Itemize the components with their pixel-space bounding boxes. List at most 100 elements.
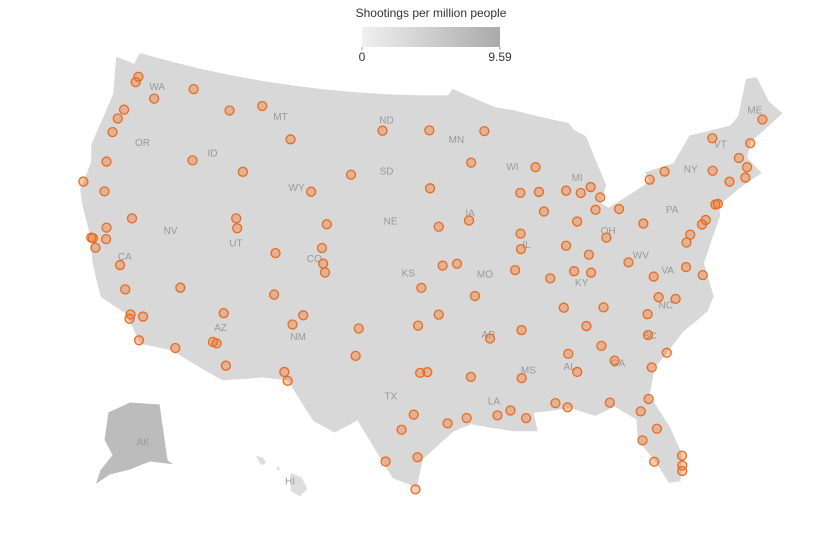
shooting-dot [562,402,573,413]
shooting-dot [218,308,229,319]
shooting-dot [733,152,745,164]
state-label: OH [601,226,616,237]
shooting-dot [757,114,768,125]
shooting-dot [463,215,475,226]
shooting-dot [114,259,126,271]
shooting-dot [676,450,688,461]
shooting-dot [350,350,361,361]
shooting-dot [572,216,583,227]
shooting-dot [187,155,198,166]
state-label: PA [666,205,679,216]
shooting-dot [319,267,331,278]
shooting-dot [642,329,654,341]
shooting-dot [568,266,580,277]
shooting-dot [598,302,609,313]
shooting-dot [649,456,660,467]
shooting-dot [469,290,481,302]
shooting-dot [635,406,646,417]
shooting-dot [530,162,541,173]
shooting-dot [285,134,296,145]
shooting-dot [644,174,655,185]
shooting-dot [321,219,332,230]
shooting-dot [130,76,141,88]
shooting-dot [515,187,526,199]
shooting-dot [696,219,708,230]
state-label: UT [229,238,242,249]
shooting-dot [740,172,751,183]
state-label: ID [208,149,218,160]
shooting-dot [707,165,718,176]
shooting-dot [601,232,612,243]
shooting-dot [175,282,186,293]
shooting-dot [442,418,453,429]
shooting-dot [118,104,130,115]
shooting-dot [100,233,112,245]
shooting-dot [416,282,427,293]
shooting-dot [298,310,309,321]
shootings [78,71,768,495]
shooting-dot [133,71,144,82]
state-label: WA [149,82,165,93]
shooting-dot [479,126,490,137]
shooting-dot [646,362,657,373]
state-label: WV [633,251,649,262]
state-label: MT [273,112,287,123]
shooting-dot [433,221,444,232]
legend-label: 0 [359,50,366,64]
shooting-dot [345,169,357,180]
state-label: AL [563,362,576,373]
shooting-dot [484,333,496,344]
shooting-dot [437,260,448,271]
shooting-dot [120,284,131,295]
shooting-dot [661,347,672,358]
shooting-dot [545,273,556,284]
shooting-dot [596,340,607,352]
state-label: KS [402,268,416,279]
shooting-dot [585,181,596,193]
shooting-dot [533,186,545,198]
state-label: HI [285,477,295,488]
shooting-dot [583,249,595,260]
state-label: WY [289,183,305,194]
shooting-dot [505,405,516,416]
state-label: LA [488,396,501,407]
state-label: VT [714,140,727,151]
state-label: MS [521,366,536,377]
shooting-dot [433,309,444,320]
shooting-dot [257,100,268,112]
shooting-dot [224,105,235,116]
shooting-dot [563,348,574,360]
shooting-dot [466,157,477,168]
shooting-dot [677,460,688,471]
shooting-dot [232,223,243,234]
shooting-dot [451,258,463,269]
shooting-dot [149,93,160,104]
state-label: IA [465,208,475,219]
shooting-dot [99,186,110,197]
hawaii [254,454,309,498]
state-label: ND [379,115,393,126]
shooting-dot [101,222,112,233]
state-label: VA [661,265,674,276]
state-label: IL [522,240,531,251]
legend-scale [362,27,500,47]
shooting-dot [741,162,753,173]
shooting-dot [380,456,391,467]
shooting-dot [188,83,199,95]
shooting-dot [515,228,526,239]
shooting-dot [613,203,625,215]
shooting-dot [133,335,145,346]
shooting-dot [651,423,663,434]
shooting-dot [318,258,329,269]
shooting-dot [659,166,670,177]
state-label: CO [307,254,322,265]
shooting-dot [282,375,293,387]
shooting-dot [515,243,527,255]
shooting-dot [170,342,181,354]
shooting-dot [287,319,298,330]
shooting-dot [316,242,328,254]
state-label: ME [747,106,762,117]
state-label: SC [643,331,657,342]
shooting-dot [231,213,242,224]
state-label: WI [506,162,518,173]
